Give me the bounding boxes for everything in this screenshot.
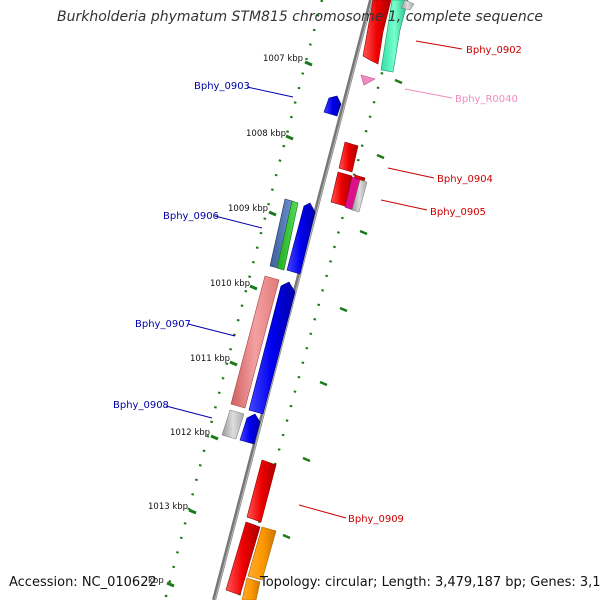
- label-bphy-0907[interactable]: Bphy_0907: [135, 319, 191, 330]
- gene-bphy-0903[interactable]: [323, 95, 342, 117]
- leader-bphy-0902: [415, 40, 463, 50]
- leader-bphy-r0040: [404, 88, 453, 99]
- tick-label-1014: kbp: [148, 576, 164, 586]
- gene-grey-0908[interactable]: [221, 409, 245, 440]
- leader-bphy-0904: [387, 167, 435, 179]
- gene-bphy-0905-grey[interactable]: [351, 179, 368, 213]
- label-bphy-0908[interactable]: Bphy_0908: [113, 400, 169, 411]
- gene-bphy-0908[interactable]: [239, 413, 261, 445]
- leader-bphy-0906: [214, 215, 263, 229]
- leader-bphy-0903: [246, 86, 294, 98]
- label-bphy-0909[interactable]: Bphy_0909: [348, 514, 404, 525]
- tick-label-1008: 1008 kbp: [246, 129, 286, 139]
- gene-teal-top[interactable]: [380, 0, 409, 73]
- label-bphy-0905[interactable]: Bphy_0905: [430, 207, 486, 218]
- leader-bphy-0909: [298, 504, 347, 519]
- gene-bphy-0909-lower[interactable]: [225, 521, 261, 596]
- gene-bphy-0907[interactable]: [248, 281, 296, 415]
- outer-ring-dashes: [282, 78, 403, 540]
- gene-orange-2[interactable]: [241, 577, 261, 600]
- tick-label-1009: 1009 kbp: [228, 204, 268, 214]
- gene-bphy-0906[interactable]: [286, 202, 316, 275]
- map-title: Burkholderia phymatum STM815 chromosome …: [56, 9, 543, 25]
- label-bphy-0902[interactable]: Bphy_0902: [466, 45, 522, 56]
- label-bphy-0906[interactable]: Bphy_0906: [163, 211, 219, 222]
- backbone-highlight: [214, 0, 373, 600]
- gene-bphy-r0040[interactable]: [360, 74, 376, 86]
- tick-label-1011: 1011 kbp: [190, 354, 230, 364]
- gene-green[interactable]: [276, 200, 299, 271]
- gene-pink-long[interactable]: [230, 275, 280, 409]
- label-bphy-0903[interactable]: Bphy_0903: [194, 81, 250, 92]
- tick-label-1007: 1007 kbp: [263, 54, 303, 64]
- label-bphy-0904[interactable]: Bphy_0904: [437, 174, 493, 185]
- gene-orange-1[interactable]: [247, 526, 277, 581]
- gene-bphy-0904-part[interactable]: [338, 141, 359, 173]
- topology-text: Topology: circular; Length: 3,479,187 bp…: [260, 575, 600, 590]
- accession-text: Accession: NC_010622: [9, 575, 157, 590]
- gene-grey-top[interactable]: [400, 0, 415, 11]
- leader-bphy-0905: [380, 199, 428, 211]
- gene-bphy-0909[interactable]: [246, 459, 277, 523]
- leader-bphy-0908: [165, 405, 213, 419]
- tick-label-1010: 1010 kbp: [210, 279, 250, 289]
- label-bphy-r0040[interactable]: Bphy_R0040: [455, 94, 518, 105]
- gene-bphy-0902[interactable]: [362, 0, 392, 65]
- tick-label-1012: 1012 kbp: [170, 428, 210, 438]
- leader-bphy-0907: [187, 323, 236, 337]
- major-ticks: [166, 60, 313, 588]
- tick-label-1013: 1013 kbp: [148, 502, 188, 512]
